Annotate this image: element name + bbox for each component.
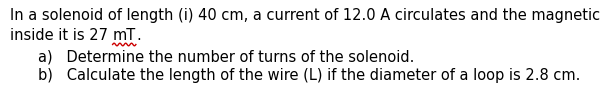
Text: .: . [136, 28, 140, 43]
Text: a)   Determine the number of turns of the solenoid.: a) Determine the number of turns of the … [38, 50, 414, 65]
Text: In a solenoid of length (i) 40 cm, a current of 12.0 A circulates and the magnet: In a solenoid of length (i) 40 cm, a cur… [10, 8, 605, 23]
Text: b)   Calculate the length of the wire (L) if the diameter of a loop is 2.8 cm.: b) Calculate the length of the wire (L) … [38, 68, 580, 83]
Text: mT: mT [113, 28, 136, 43]
Text: inside it is 27: inside it is 27 [10, 28, 113, 43]
